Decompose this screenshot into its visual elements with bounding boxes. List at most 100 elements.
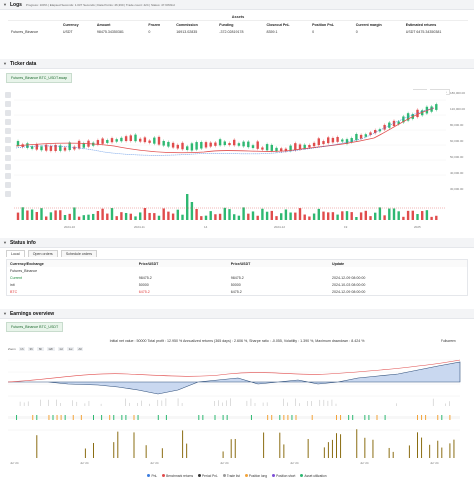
zoom-12h-button[interactable]: 12h bbox=[46, 347, 55, 351]
legend-item[interactable]: Trade list bbox=[222, 474, 240, 478]
ticker-chart[interactable]: 180,000.00 120,000.00 80,000.00 60,000.00 50… bbox=[14, 90, 474, 230]
measure-icon[interactable] bbox=[5, 146, 11, 152]
fullscreen-button[interactable]: Fullscreen bbox=[441, 339, 456, 343]
col-header: Estimated returns bbox=[405, 22, 437, 27]
candle bbox=[322, 139, 325, 146]
volume-bar bbox=[190, 202, 194, 220]
volume-bar bbox=[153, 213, 156, 220]
candle bbox=[190, 141, 194, 152]
position-mark bbox=[226, 415, 228, 420]
cell: 98475.34350381 bbox=[96, 29, 124, 34]
text-icon[interactable] bbox=[5, 128, 11, 134]
volume-bar bbox=[435, 215, 438, 220]
brush-icon[interactable] bbox=[5, 119, 11, 125]
utilization-bar bbox=[364, 437, 366, 458]
y-tick-label: 30,000.00 bbox=[450, 187, 464, 191]
legend-item[interactable]: PnL bbox=[147, 474, 157, 478]
candle bbox=[275, 146, 278, 153]
cell: 6475.2 bbox=[138, 289, 150, 294]
volume-bar bbox=[327, 212, 330, 220]
legend-label: Benchmark returns bbox=[166, 474, 194, 478]
utilization-bar bbox=[186, 443, 188, 458]
candle bbox=[110, 136, 114, 144]
candle bbox=[312, 141, 316, 148]
utilization-bar bbox=[331, 439, 333, 458]
status-header[interactable]: ▼ Status info bbox=[0, 238, 474, 248]
volume-bar bbox=[124, 212, 128, 220]
legend-dot-icon bbox=[244, 474, 248, 477]
candle bbox=[171, 141, 175, 150]
table-row: init 50000 50000 2024-10-03 08:00:00 bbox=[7, 281, 467, 288]
earnings-title: Earnings overview bbox=[9, 310, 55, 317]
ticker-tab[interactable]: Futures_Binance BTC_USDT.swap bbox=[6, 73, 73, 83]
volume-bar bbox=[148, 212, 151, 220]
volume-bar bbox=[392, 208, 396, 220]
ticker-side-toolbar bbox=[4, 92, 12, 200]
chevron-down-icon[interactable]: ▼ bbox=[3, 61, 7, 66]
ticker-header[interactable]: ▼ Ticker data bbox=[0, 59, 474, 69]
candle bbox=[129, 133, 132, 143]
candle bbox=[251, 143, 255, 150]
earnings-tab-wrap: Futures_Binance BTC_USDT bbox=[6, 322, 64, 332]
col-header bbox=[8, 21, 60, 28]
volume-bar bbox=[40, 208, 43, 220]
legend-item[interactable]: Position long bbox=[244, 474, 267, 478]
tab-local[interactable]: Local bbox=[6, 250, 25, 257]
pattern-icon[interactable] bbox=[5, 137, 11, 143]
zoom-3h-button[interactable]: 3h bbox=[28, 347, 35, 351]
legend-item[interactable]: Period PnL bbox=[198, 474, 218, 478]
volume-bars bbox=[16, 194, 438, 220]
cursor-icon[interactable] bbox=[5, 92, 11, 98]
x-tick-label: 2024-10 bbox=[64, 225, 75, 229]
utilization-bar bbox=[36, 435, 38, 458]
row-label[interactable]: Current bbox=[10, 275, 22, 280]
volume-bar bbox=[134, 216, 137, 220]
volume-bar bbox=[275, 216, 278, 220]
position-mark bbox=[283, 415, 285, 420]
zoom-6h-button[interactable]: 6h bbox=[37, 347, 44, 351]
candle bbox=[317, 136, 320, 147]
zoom-icon[interactable] bbox=[5, 155, 11, 161]
volume-bar bbox=[35, 211, 38, 220]
position-mark bbox=[311, 415, 313, 420]
chevron-down-icon[interactable]: ▼ bbox=[3, 2, 7, 7]
y-tick-label: 40,000.00 bbox=[450, 171, 464, 175]
legend-item[interactable]: Asset utilization bbox=[300, 474, 327, 478]
trendline-icon[interactable] bbox=[5, 101, 11, 107]
x-tick-label: Jul '24 bbox=[430, 461, 439, 465]
volume-bar bbox=[115, 216, 118, 220]
x-tick-label: Jul '24 bbox=[220, 461, 229, 465]
legend-label: Position short bbox=[276, 474, 296, 478]
chevron-down-icon[interactable]: ▼ bbox=[3, 311, 7, 316]
lock-icon[interactable] bbox=[5, 173, 11, 179]
eye-icon[interactable] bbox=[5, 182, 11, 188]
earnings-header[interactable]: ▼ Earnings overview bbox=[0, 309, 474, 319]
utilization-bar bbox=[182, 430, 184, 458]
candle bbox=[435, 102, 438, 112]
utilization-bar bbox=[453, 439, 455, 458]
legend-item[interactable]: Position short bbox=[272, 474, 295, 478]
utilization-bar bbox=[437, 440, 439, 458]
magnet-icon[interactable] bbox=[5, 164, 11, 170]
fib-icon[interactable] bbox=[5, 110, 11, 116]
status-title: Status info bbox=[9, 239, 36, 246]
earnings-chart[interactable]: Jul '24 Jul '24 Jul '24 Jul '24 Jul '24 Jul '… bbox=[8, 354, 470, 466]
volume-bar bbox=[167, 211, 170, 220]
cell: 0 bbox=[148, 29, 151, 34]
trash-icon[interactable] bbox=[5, 191, 11, 197]
utilization-bar bbox=[93, 442, 94, 458]
utilization-bar bbox=[222, 451, 224, 458]
zoom-1d-button[interactable]: 1d bbox=[57, 347, 65, 351]
tab-open-orders[interactable]: Open orders bbox=[27, 250, 58, 257]
zoom-All-button[interactable]: All bbox=[76, 347, 84, 351]
cell: 0 bbox=[355, 29, 358, 34]
zoom-1h-button[interactable]: 1h bbox=[18, 347, 26, 351]
volume-bar bbox=[54, 210, 57, 220]
zoom-1w-button[interactable]: 1w bbox=[67, 347, 74, 351]
legend-item[interactable]: Benchmark returns bbox=[162, 474, 193, 478]
tab-schedule-orders[interactable]: Schedule orders bbox=[60, 250, 97, 257]
logs-header[interactable]: ▼ Logs Progress: 100% | Elapsed Seconds:… bbox=[0, 0, 474, 10]
earnings-tab[interactable]: Futures_Binance BTC_USDT bbox=[6, 322, 64, 332]
chevron-down-icon[interactable]: ▼ bbox=[3, 240, 7, 245]
table-row: Current 98475.2 98475.2 2024-12-09 08:00… bbox=[7, 274, 467, 281]
